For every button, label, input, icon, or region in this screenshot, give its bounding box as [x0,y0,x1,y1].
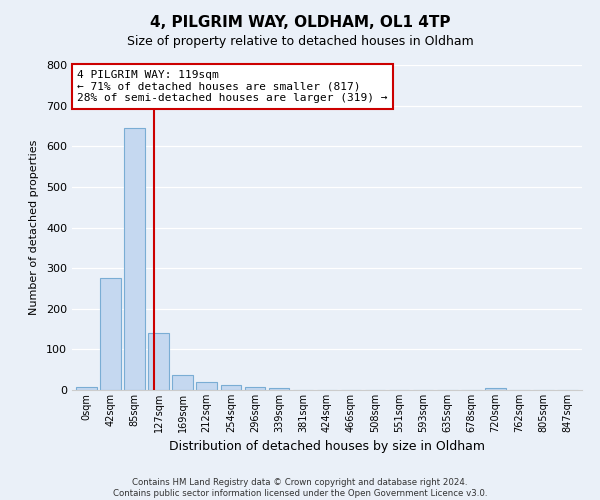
Y-axis label: Number of detached properties: Number of detached properties [29,140,39,315]
Bar [221,385,241,390]
Text: Contains HM Land Registry data © Crown copyright and database right 2024.
Contai: Contains HM Land Registry data © Crown c… [113,478,487,498]
Bar [485,388,506,390]
Text: Size of property relative to detached houses in Oldham: Size of property relative to detached ho… [127,35,473,48]
Bar [76,387,97,390]
Bar [124,128,145,390]
X-axis label: Distribution of detached houses by size in Oldham: Distribution of detached houses by size … [169,440,485,454]
Bar [269,388,289,390]
Bar [148,333,169,390]
Bar [100,278,121,390]
Text: 4, PILGRIM WAY, OLDHAM, OL1 4TP: 4, PILGRIM WAY, OLDHAM, OL1 4TP [150,15,450,30]
Bar [245,387,265,390]
Text: 4 PILGRIM WAY: 119sqm
← 71% of detached houses are smaller (817)
28% of semi-det: 4 PILGRIM WAY: 119sqm ← 71% of detached … [77,70,388,103]
Bar [172,374,193,390]
Bar [196,382,217,390]
